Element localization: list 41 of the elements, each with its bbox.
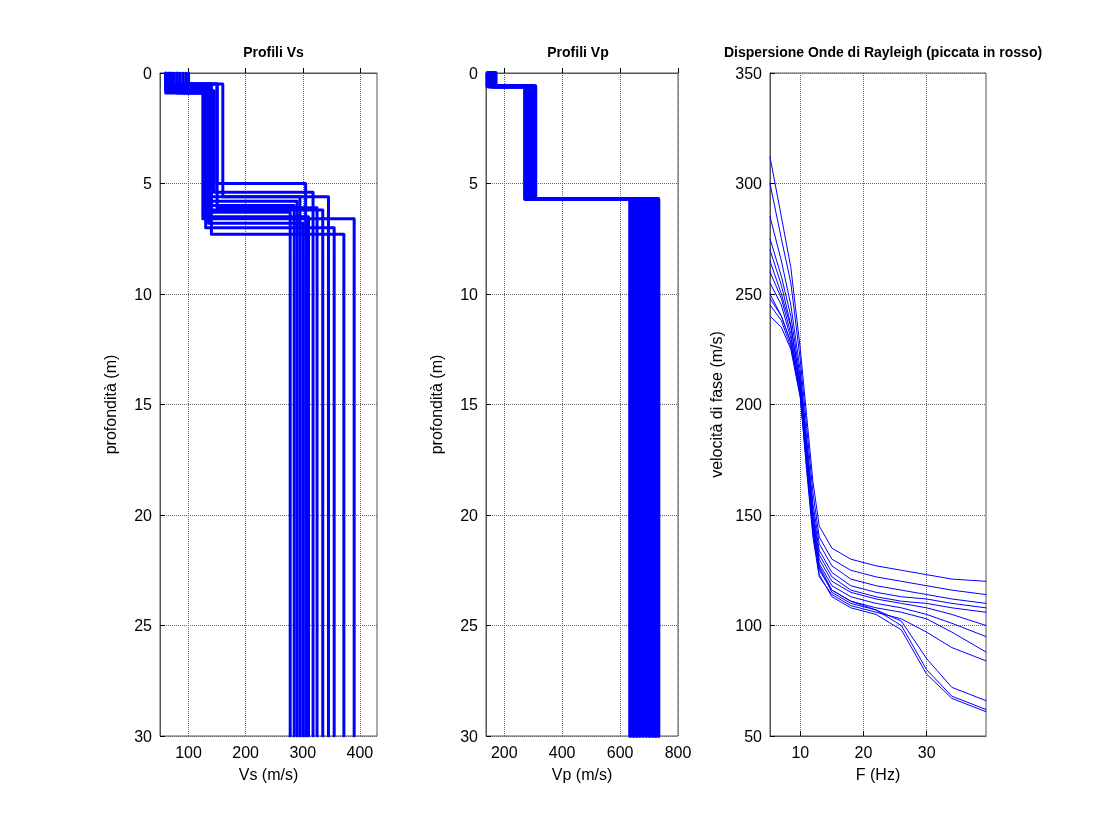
x-tick-label: 400	[548, 743, 576, 761]
y-tick-label: 5	[143, 175, 153, 192]
x-tick-label: 30	[917, 743, 936, 761]
chart-title: Profili Vp	[547, 44, 609, 60]
x-tick-label: 800	[664, 743, 692, 761]
y-tick-label: 5	[469, 175, 479, 192]
x-tick-label: 200	[232, 743, 260, 761]
y-tick-label: 25	[134, 617, 153, 634]
x-tick-label: 10	[791, 743, 810, 761]
y-tick-label: 150	[735, 506, 763, 524]
chart-title: Dispersione Onde di Rayleigh (piccata in rosso)	[723, 44, 1043, 60]
y-tick-label: 0	[143, 64, 153, 82]
y-tick-label: 15	[460, 396, 479, 413]
y-axis-title: profondità (m)	[101, 354, 119, 455]
x-tick-label: 300	[289, 743, 317, 761]
y-tick-label: 100	[735, 617, 763, 634]
y-tick-label: 300	[735, 175, 763, 192]
y-axis-title: profondità (m)	[427, 354, 445, 455]
x-axis-title: F (Hz)	[855, 765, 901, 783]
x-tick-label: 600	[606, 743, 634, 761]
y-tick-label: 20	[134, 506, 153, 524]
y-tick-label: 15	[134, 396, 153, 413]
y-tick-label: 20	[460, 506, 479, 524]
x-tick-label: 200	[490, 743, 518, 761]
x-axis-title: Vs (m/s)	[238, 765, 299, 783]
x-axis-title: Vp (m/s)	[551, 765, 613, 783]
y-tick-label: 250	[735, 285, 763, 303]
x-tick-label: 400	[346, 743, 374, 761]
y-tick-label: 350	[735, 64, 763, 82]
y-axis-title: velocità di fase (m/s)	[707, 331, 725, 478]
y-tick-label: 200	[735, 396, 763, 413]
chart-title: Profili Vs	[243, 44, 305, 60]
x-tick-label: 100	[175, 743, 202, 761]
y-tick-label: 10	[460, 285, 479, 303]
y-tick-label: 0	[469, 64, 479, 82]
y-tick-label: 10	[134, 285, 153, 303]
y-tick-label: 30	[134, 727, 153, 745]
y-tick-label: 25	[460, 617, 479, 634]
y-tick-label: 30	[460, 727, 479, 745]
x-tick-label: 20	[854, 743, 873, 761]
y-tick-label: 50	[744, 727, 763, 745]
